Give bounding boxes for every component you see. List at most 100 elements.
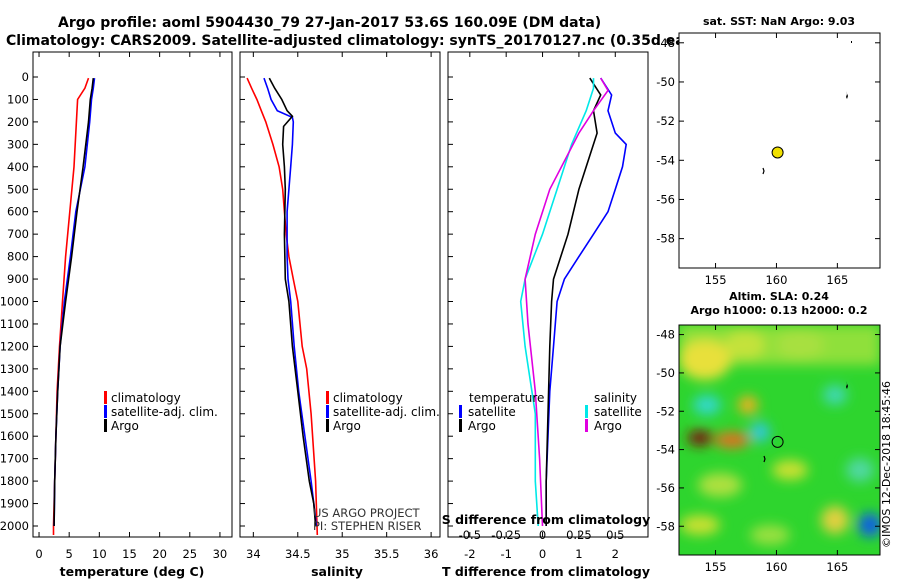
imos-credit: ©IMOS 12-Dec-2018 18:45:46	[880, 381, 893, 548]
legend-swatch-s-argo	[585, 419, 588, 432]
sla-map-axes: -48 -50 -52 -54 -56 -58 155 160 165	[656, 325, 880, 574]
temperature-tick-label: 15	[122, 547, 137, 561]
series-satellite-adj. clim.	[263, 77, 318, 527]
salinity-tick-label: 34	[246, 547, 261, 561]
temperature-panel: 0100200300400500600700800900100011001200…	[0, 51, 233, 579]
difference-profiles	[519, 77, 628, 527]
salinity-tick-label: 36	[424, 547, 439, 561]
depth-tick-label: 400	[7, 160, 29, 174]
island-macquarie	[846, 381, 848, 389]
legend-s-satellite: satellite	[594, 405, 642, 419]
depth-axis: 0 100 200 300 400 500 600 700 800 900 1000 1100 1200…	[0, 70, 38, 533]
salinity-tick-label: 35	[335, 547, 350, 561]
temperature-xlabel: temperature (deg C)	[60, 564, 205, 579]
s-difference-tick-label: -0.5	[459, 528, 481, 542]
salinity-xlabel: salinity	[311, 564, 363, 579]
legend-swatch-satellite	[326, 405, 329, 418]
temperature-frame	[32, 51, 233, 538]
temperature-tick-label: 5	[66, 547, 73, 561]
depth-tick-label: 2000	[0, 519, 29, 533]
depth-tick-label: 0	[22, 70, 29, 84]
sst-map-coastline	[762, 41, 852, 175]
difference-legend: temperature satellite Argo salinity sate…	[459, 391, 642, 433]
legend-swatch-satellite	[104, 405, 107, 418]
series-Argo	[53, 78, 95, 527]
depth-tick-label: 900	[7, 272, 29, 286]
depth-tick-label: 800	[7, 250, 29, 264]
title-line-1: Argo profile: aoml 5904430_79 27-Jan-201…	[58, 15, 601, 31]
sst-map-axes: -48 -50 -52 -54 -56 -58 155 160 165	[656, 33, 880, 287]
legend-argo: Argo	[111, 419, 139, 433]
argo-location-marker	[771, 146, 784, 159]
sst-map-title: sat. SST: NaN Argo: 9.03	[703, 15, 855, 28]
legend-temperature-title: temperature	[469, 391, 544, 405]
credit-project: US ARGO PROJECT	[313, 506, 421, 520]
latitude-tick-label: -56	[656, 481, 675, 495]
legend-salinity-title: salinity	[594, 391, 637, 405]
series-salinity-satellite	[519, 78, 595, 527]
latitude-tick-label: -54	[656, 443, 675, 457]
latitude-tick-label: -48	[656, 328, 675, 342]
s-difference-tick-label: 0.5	[606, 528, 624, 542]
sst-map: sat. SST: NaN Argo: 9.03 -48 -50 -52 -54 -56…	[656, 15, 881, 287]
sla-map-coastline	[763, 381, 848, 463]
legend-swatch-argo	[104, 419, 107, 432]
temperature-tick-label: 25	[182, 547, 197, 561]
island-macquarie	[846, 91, 848, 99]
t-difference-tick-label: 2	[612, 547, 619, 561]
series-satellite-adj. clim.	[53, 78, 96, 527]
temperature-tick-label: 0	[35, 547, 42, 561]
depth-tick-label: 1900	[0, 497, 29, 511]
longitude-tick-label: 165	[826, 273, 848, 287]
temperature-tick-label: 20	[152, 547, 167, 561]
longitude-tick-label: 160	[765, 273, 787, 287]
t-difference-xlabel: T difference from climatology	[442, 564, 650, 579]
legend-argo: Argo	[333, 419, 361, 433]
depth-tick-label: 1600	[0, 429, 29, 443]
latitude-tick-label: -58	[656, 519, 675, 533]
depth-tick-label: 300	[7, 137, 29, 151]
legend-swatch-t-satellite	[459, 405, 462, 418]
t-difference-tick-label: -1	[500, 547, 511, 561]
s-difference-tick-label: -0.25	[491, 528, 521, 542]
latitude-tick-label: -58	[656, 232, 675, 246]
t-difference-tick-label: 1	[575, 547, 582, 561]
t-difference-axis: -2 -1 0 1 2	[464, 52, 619, 561]
depth-tick-label: 1200	[0, 339, 29, 353]
longitude-tick-label: 155	[705, 273, 727, 287]
legend-swatch-s-satellite	[585, 405, 588, 418]
s-difference-xlabel: S difference from climatology	[442, 512, 651, 527]
temperature-x-axis: 0 5 10 15 20 25 30	[35, 52, 227, 561]
salinity-x-axis: 34 34.5 35 35.5 36	[246, 52, 438, 561]
salinity-panel: 34 34.5 35 35.5 36 salinity climatology sate…	[239, 51, 441, 579]
temperature-legend: climatology satellite-adj. clim. Argo	[104, 391, 218, 433]
depth-tick-label: 1400	[0, 384, 29, 398]
island-auckland	[762, 167, 765, 175]
salinity-tick-label: 34.5	[285, 547, 311, 561]
series-temperature-satellite	[545, 77, 628, 526]
salinity-legend: climatology satellite-adj. clim. Argo	[326, 391, 440, 433]
latitude-tick-label: -52	[656, 404, 675, 418]
latitude-tick-label: -48	[656, 36, 675, 50]
legend-t-argo: Argo	[468, 419, 496, 433]
title-line-2: Climatology: CARS2009. Satellite-adjuste…	[6, 33, 724, 49]
latitude-tick-label: -52	[656, 114, 675, 128]
longitude-tick-label: 165	[826, 560, 848, 574]
sla-map: Altim. SLA: 0.24 Argo h1000: 0.13 h2000:…	[656, 290, 893, 574]
salinity-tick-label: 35.5	[374, 547, 400, 561]
t-difference-tick-label: -2	[464, 547, 475, 561]
s-difference-tick-label: 0.25	[566, 528, 592, 542]
latitude-tick-label: -54	[656, 153, 675, 167]
island-dot	[851, 41, 852, 43]
difference-frame	[447, 51, 649, 538]
latitude-tick-label: -50	[656, 366, 675, 380]
latitude-tick-label: -56	[656, 192, 675, 206]
sla-heatmap	[679, 325, 880, 555]
depth-tick-label: 1500	[0, 407, 29, 421]
sla-map-frame	[678, 324, 881, 556]
s-difference-axis: -0.5 -0.25 0 0.25 0.5	[459, 528, 625, 542]
depth-tick-label: 1300	[0, 362, 29, 376]
depth-tick-label: 1000	[0, 295, 29, 309]
longitude-tick-label: 160	[765, 560, 787, 574]
latitude-tick-label: -50	[656, 75, 675, 89]
